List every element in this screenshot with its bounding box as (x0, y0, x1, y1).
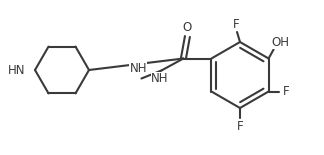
Text: F: F (237, 120, 243, 133)
Text: F: F (233, 18, 239, 31)
Text: HN: HN (7, 64, 25, 77)
Text: NH: NH (130, 62, 147, 75)
Text: F: F (283, 85, 290, 98)
Text: O: O (183, 21, 192, 34)
Text: NH: NH (151, 72, 168, 85)
Text: OH: OH (272, 36, 290, 49)
